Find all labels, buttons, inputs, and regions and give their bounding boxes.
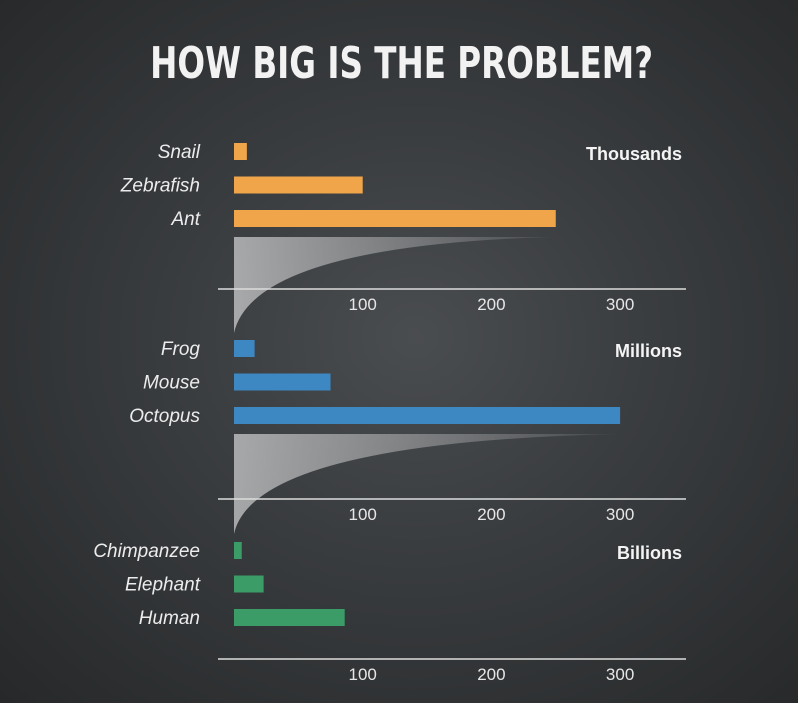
category-label: Ant [170,209,200,230]
unit-label: Millions [615,341,682,361]
scale-fan-shape [234,434,621,534]
bar-zebrafish [234,176,363,194]
tick-label: 300 [606,505,634,524]
tick-label: 100 [349,295,377,314]
bar-snail [234,143,247,160]
bar-frog [234,340,255,357]
scale-fan-shape [234,237,556,333]
category-label: Mouse [143,373,200,394]
category-label: Frog [161,339,201,360]
bar-octopus [234,407,621,424]
category-label: Octopus [129,406,200,427]
unit-label: Billions [617,543,682,563]
category-label: Zebrafish [120,176,200,197]
tick-label: 100 [349,665,377,684]
chart-title: HOW BIG IS THE PROBLEM? [150,38,654,89]
bar-chimpanzee [234,542,242,559]
category-label: Chimpanzee [93,541,200,562]
bar-ant [234,210,556,227]
bar-mouse [234,373,331,391]
unit-label: Thousands [586,144,682,164]
tick-label: 200 [477,505,505,524]
bar-elephant [234,575,264,593]
tick-label: 300 [606,295,634,314]
tick-label: 200 [477,295,505,314]
category-label: Human [139,608,200,629]
tick-label: 300 [606,665,634,684]
tick-label: 100 [349,505,377,524]
bar-human [234,609,345,626]
tick-label: 200 [477,665,505,684]
category-label: Elephant [125,575,201,596]
category-label: Snail [158,142,201,163]
